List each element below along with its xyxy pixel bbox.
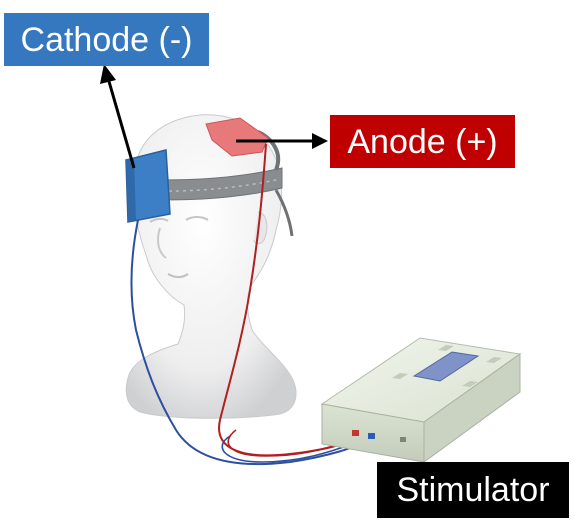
device-port (400, 437, 406, 442)
cathode-label: Cathode (-) (20, 20, 193, 59)
anode-pad (205, 117, 269, 157)
anode-arrowhead (312, 133, 328, 149)
device-button-3 (462, 381, 478, 387)
cathode-pad-shade (126, 158, 136, 222)
device-button-4 (486, 357, 502, 363)
device-side (423, 353, 521, 463)
stimulator-box (377, 462, 569, 518)
stimulator-label: Stimulator (396, 471, 550, 509)
cathode-box (4, 13, 209, 66)
blue-jack (368, 433, 375, 439)
device-button-2 (438, 345, 454, 351)
anode-box (330, 115, 515, 168)
stimulator-device-icon (320, 337, 522, 463)
wire-loop-red (227, 429, 351, 457)
cathode-arrow (106, 77, 136, 169)
blue-wire (130, 219, 373, 466)
eye-left (149, 217, 169, 223)
red-jack (352, 430, 359, 436)
anode-label: Anode (+) (347, 122, 498, 161)
nose-shade (157, 227, 167, 259)
wire-loop (221, 435, 353, 463)
cathode-arrowhead (100, 64, 116, 84)
headband-strap-back (274, 189, 294, 237)
eye-right (185, 216, 209, 221)
mouth (167, 273, 189, 278)
device-button-1 (392, 373, 408, 379)
device-display (412, 351, 480, 382)
